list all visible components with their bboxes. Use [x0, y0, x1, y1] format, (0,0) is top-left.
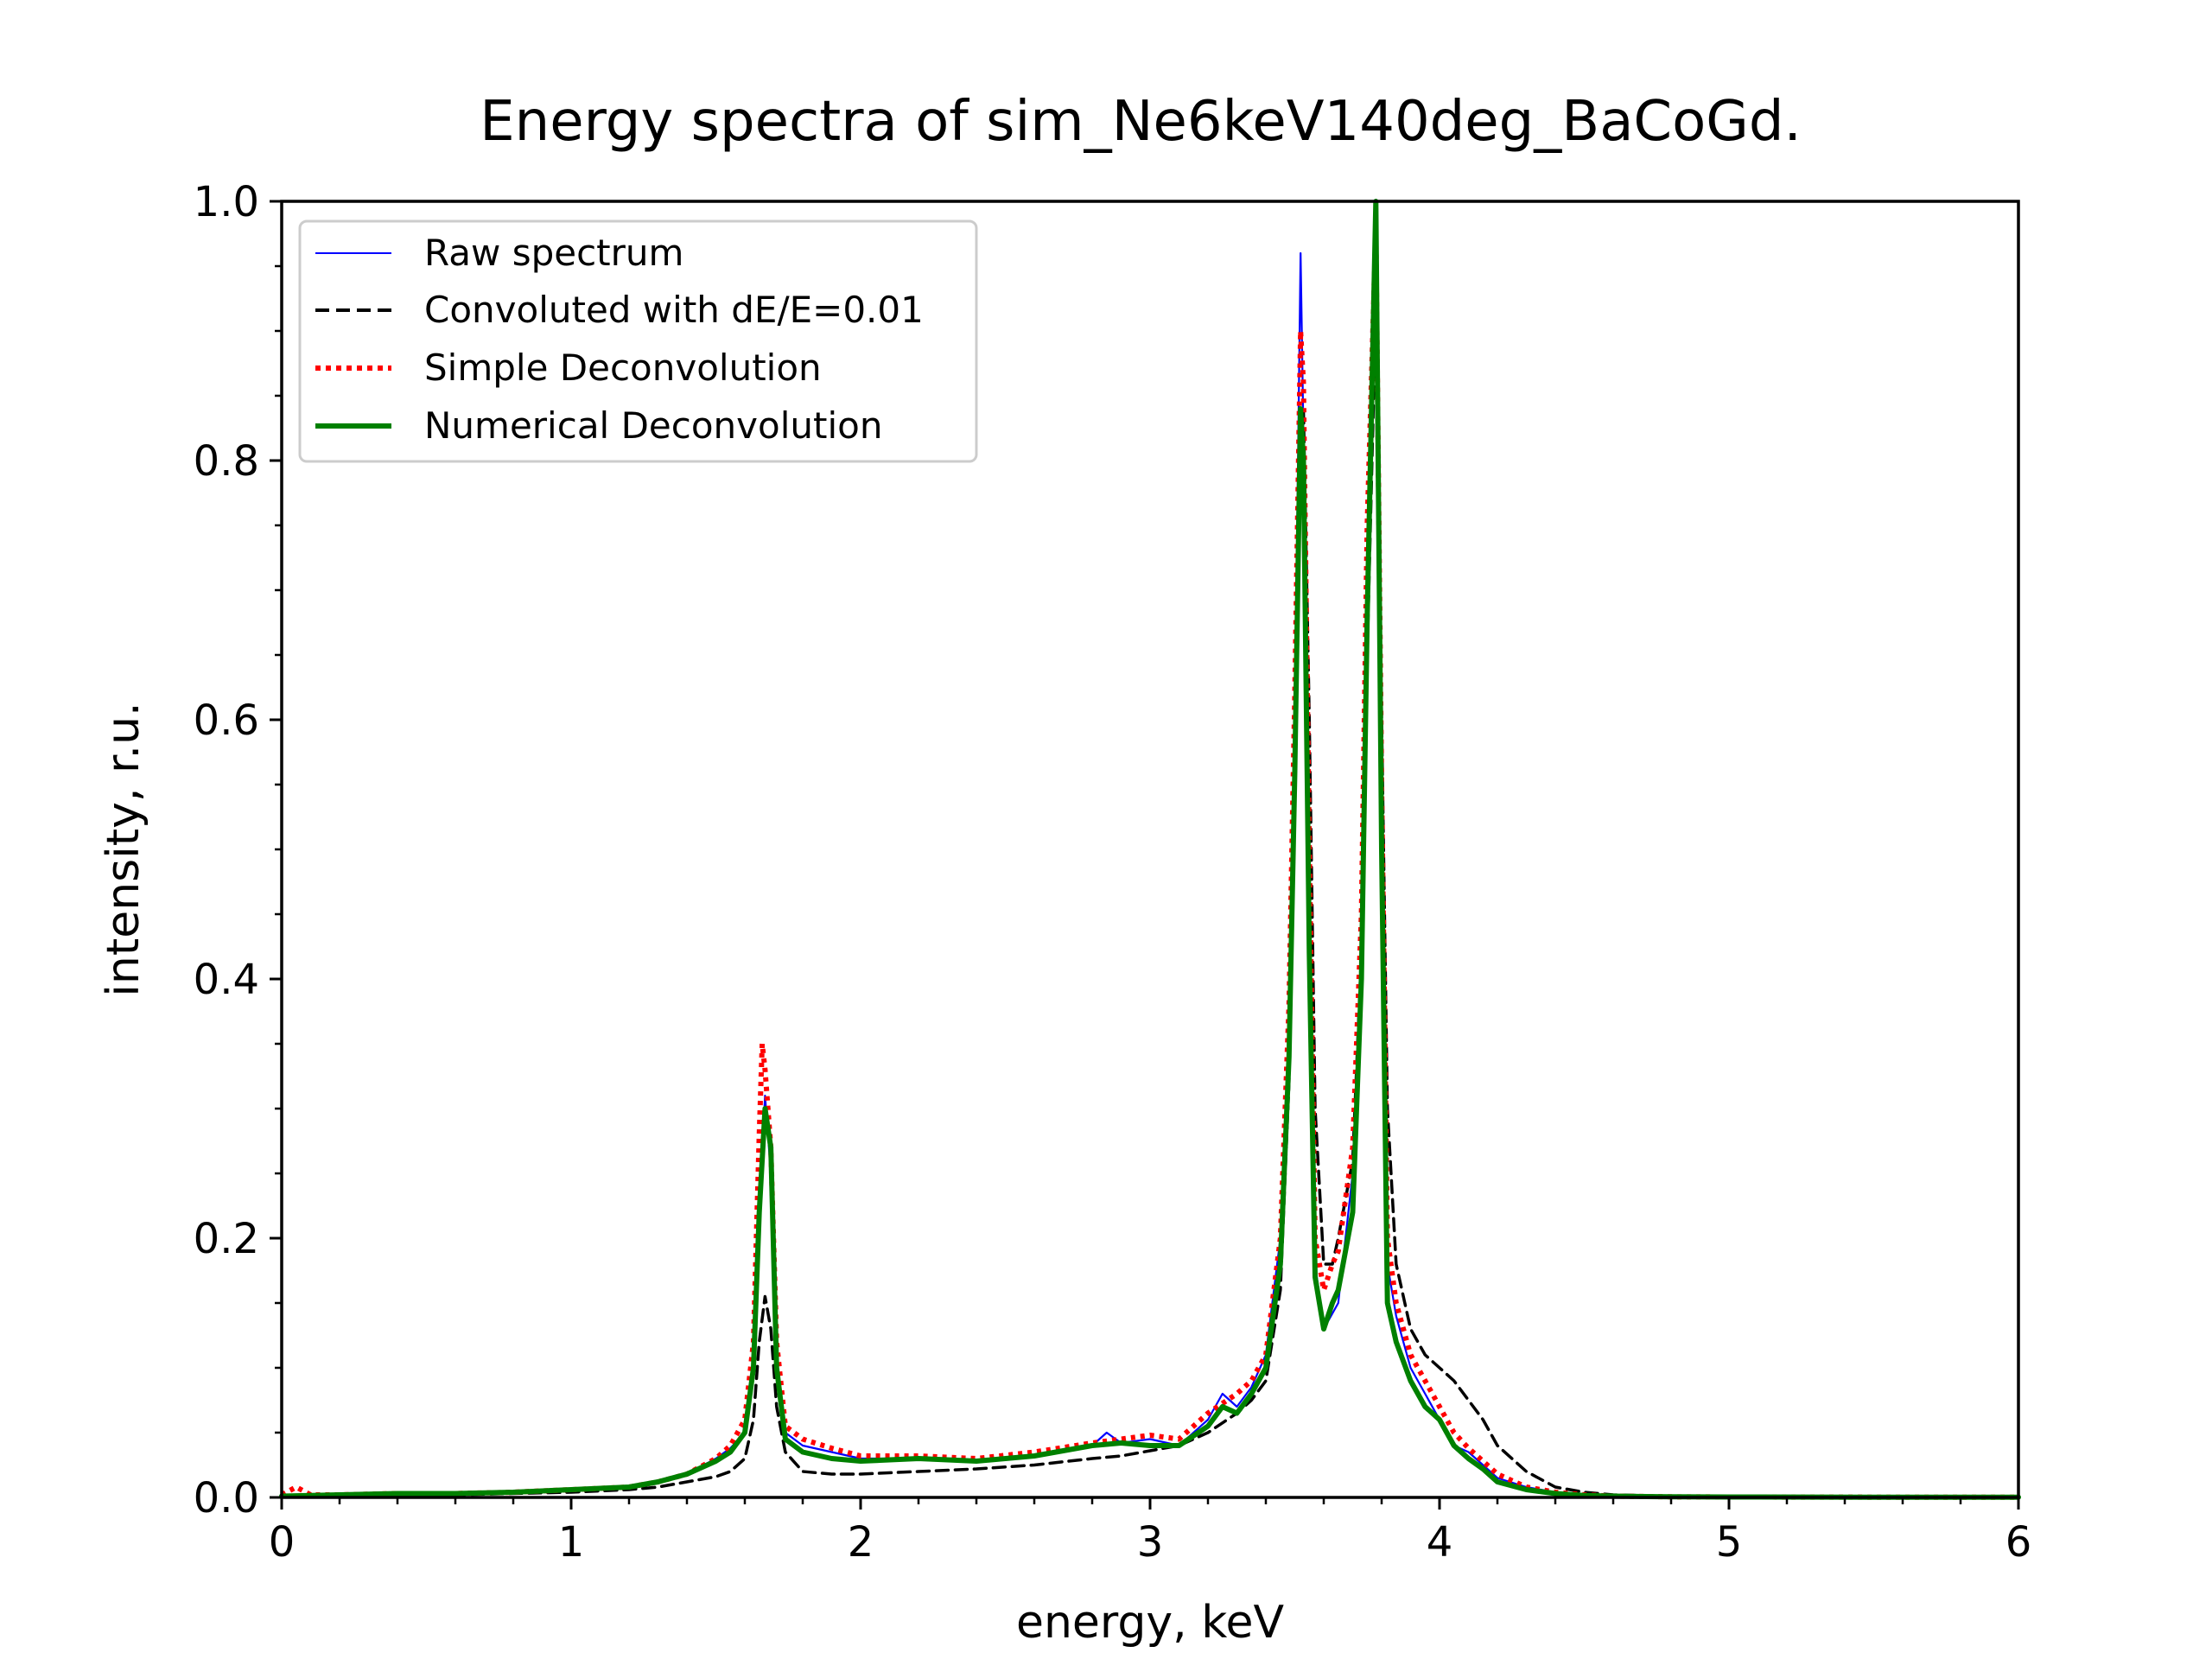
y-tick-label: 0.8	[194, 437, 259, 486]
plot-series	[279, 199, 2021, 1500]
y-tick-label: 1.0	[194, 178, 259, 226]
y-tick-label: 0.0	[194, 1474, 259, 1522]
chart-title: Energy spectra of sim_Ne6keV140deg_BaCoG…	[480, 90, 1802, 154]
legend-label-raw: Raw spectrum	[424, 232, 683, 274]
x-axis-label: energy, keV	[1016, 1597, 1284, 1649]
legend-label-simple-deconvolution: Simple Deconvolution	[424, 346, 822, 389]
y-axis-label: intensity, r.u.	[98, 702, 149, 996]
legend-label-convoluted: Convoluted with dE/E=0.01	[424, 289, 924, 331]
y-tick-label: 0.6	[194, 696, 259, 745]
y-tick-label: 0.4	[194, 956, 259, 1004]
x-tick-label: 3	[1137, 1518, 1164, 1567]
x-tick-label: 2	[848, 1518, 874, 1567]
x-tick-label: 0	[269, 1518, 296, 1567]
series-line-2	[280, 225, 2019, 1500]
series-line-1	[280, 303, 2020, 1499]
legend: Raw spectrum Convoluted with dE/E=0.01 S…	[298, 219, 978, 463]
x-tick-label: 1	[558, 1518, 585, 1567]
y-axis: 0.0 0.2 0.4 0.6 0.8 1.0	[194, 178, 282, 1522]
y-tick-label: 0.2	[194, 1215, 259, 1263]
series-line-3	[279, 199, 2021, 1500]
legend-label-numerical-deconvolution: Numerical Deconvolution	[424, 404, 882, 447]
x-axis: 0 1 2 3 4 5 6	[269, 1497, 2032, 1567]
x-tick-label: 5	[1716, 1518, 1743, 1567]
x-tick-label: 4	[1427, 1518, 1453, 1567]
x-tick-label: 6	[2005, 1518, 2032, 1567]
legend-box	[298, 219, 978, 463]
